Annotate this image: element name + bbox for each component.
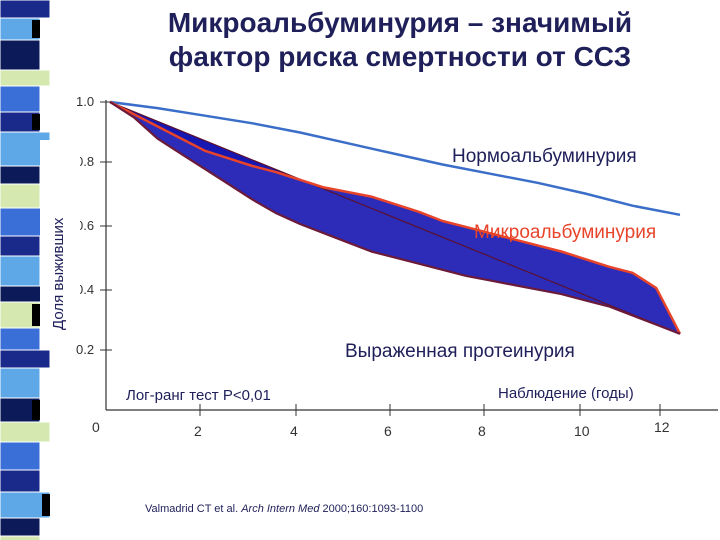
legend-bg xyxy=(341,339,636,363)
strip-block xyxy=(0,441,41,471)
x-tick-label: 8 xyxy=(478,423,486,439)
y-axis-label: Доля выживших xyxy=(50,217,67,330)
y-tick-label: 0.2 xyxy=(76,342,94,357)
strip-block xyxy=(0,535,41,540)
strip-accent xyxy=(32,400,40,420)
microalbuminuria-line xyxy=(109,100,682,335)
y-tick-label: 0.8 xyxy=(76,154,94,169)
decorative-block-strip xyxy=(0,0,51,540)
strip-accent xyxy=(42,494,50,516)
strip-accent xyxy=(32,304,40,326)
legend-proteinuria: Выраженная протеинурия xyxy=(345,341,575,362)
y-tick-label: 1.0 xyxy=(76,94,94,109)
slide-title-line1: Микроальбуминурия – значимый xyxy=(167,7,633,38)
strip-accent xyxy=(32,20,40,38)
legend-normoalbuminuria: Нормоальбуминурия xyxy=(452,146,637,167)
x-tick-label: 4 xyxy=(290,423,298,439)
strip-block xyxy=(0,255,41,287)
strip-block xyxy=(0,367,41,399)
legend-microalbuminuria: Микроальбуминурия xyxy=(474,222,656,243)
normoalbuminuria-line xyxy=(109,100,681,217)
x-axis-label: Наблюдение (годы) xyxy=(498,385,634,402)
strip-block xyxy=(0,85,41,113)
y-tick-label: 0.6 xyxy=(76,218,94,233)
citation-details: 2000;160:1093-1100 xyxy=(322,503,424,515)
ylabel-background xyxy=(40,140,80,340)
citation: Valmadrid CT et al. Arch Intern Med 2000… xyxy=(145,503,423,515)
logrank-annotation: Лог-ранг тест P<0,01 xyxy=(126,387,271,404)
x-tick-label: 6 xyxy=(384,423,392,439)
slide-title-line2: фактор риска смертности от ССЗ xyxy=(168,41,632,72)
y-tick-label: 0.4 xyxy=(76,282,94,297)
reference-line xyxy=(109,101,681,335)
citation-authors: Valmadrid CT et al. xyxy=(145,503,239,515)
x-tick-label: 0 xyxy=(92,419,100,435)
proteinuria-line xyxy=(109,101,681,335)
citation-journal: Arch Intern Med xyxy=(241,503,320,515)
strip-block xyxy=(0,39,41,71)
x-tick-label: 12 xyxy=(654,419,670,435)
x-tick-label: 10 xyxy=(574,423,590,439)
strip-accent xyxy=(32,114,40,130)
x-tick-label: 2 xyxy=(194,423,202,439)
